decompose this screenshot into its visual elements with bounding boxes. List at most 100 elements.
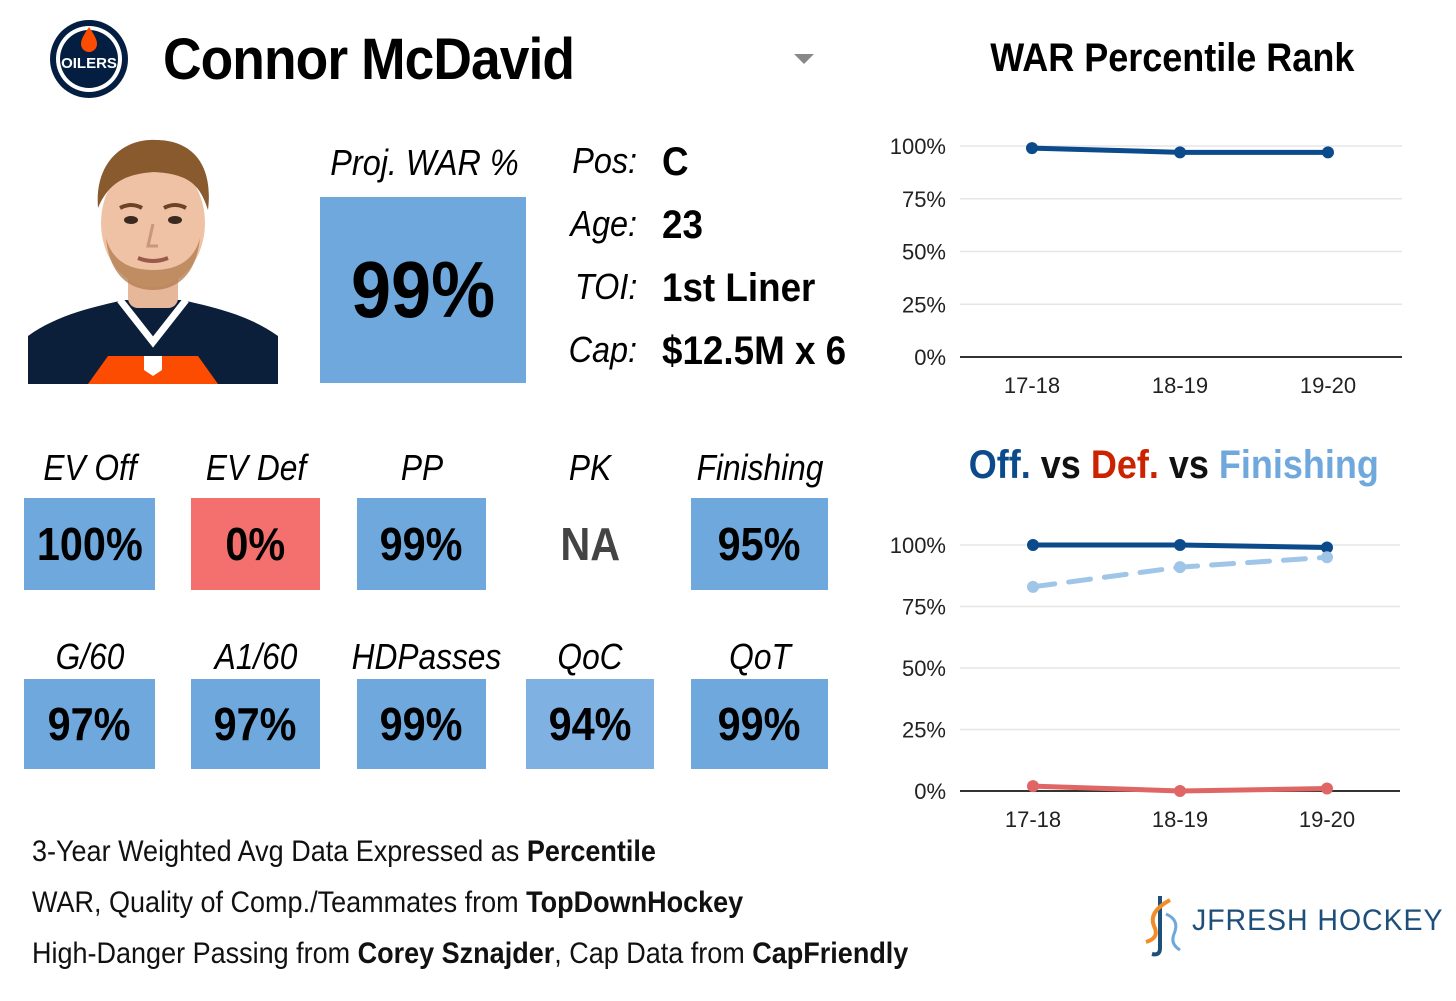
brand-text: JFRESH HOCKEY — [1192, 904, 1444, 937]
footer-line-3: High-Danger Passing from Corey Sznajder,… — [32, 937, 908, 971]
title-part-vs: vs — [1158, 443, 1219, 487]
chart-title-war: WAR Percentile Rank — [990, 36, 1355, 80]
footer-text: , Cap Data from — [554, 937, 753, 970]
data-point — [1027, 539, 1039, 551]
proj-war-box: 99% — [320, 197, 526, 383]
player-photo — [28, 128, 278, 384]
proj-war-value: 99% — [350, 245, 496, 334]
stat-box-pk: NA — [526, 498, 654, 590]
x-tick-label: 18-19 — [1152, 373, 1208, 398]
y-tick-label: 50% — [902, 240, 946, 265]
y-tick-label: 25% — [902, 718, 946, 743]
y-tick-label: 100% — [890, 533, 946, 558]
footer-text: High-Danger Passing from — [32, 937, 358, 970]
stat-box-ev-off: 100% — [24, 498, 155, 590]
footer-line-2: WAR, Quality of Comp./Teammates from Top… — [32, 886, 743, 920]
info-label: Cap: — [568, 329, 637, 370]
y-tick-label: 75% — [902, 595, 946, 620]
stat-label-g60: G/60 — [55, 636, 125, 677]
stat-box-qoc: 94% — [526, 679, 654, 769]
team-logo: OILERS — [46, 18, 132, 100]
x-tick-label: 17-18 — [1005, 807, 1061, 832]
data-point — [1322, 146, 1334, 159]
data-point — [1026, 142, 1038, 155]
footer-text: WAR, Quality of Comp./Teammates from — [32, 886, 527, 919]
stat-value: 97% — [48, 698, 131, 750]
data-point — [1174, 561, 1186, 574]
x-tick-label: 19-20 — [1299, 807, 1355, 832]
stat-label-ev-def: EV Def — [205, 447, 307, 488]
proj-war-label: Proj. WAR % — [330, 142, 519, 183]
y-tick-label: 75% — [902, 187, 946, 212]
stat-value: 100% — [36, 518, 143, 570]
stat-label-pp: PP — [400, 447, 444, 488]
info-row-position: Pos: C — [520, 140, 860, 190]
x-tick-label: 19-20 — [1300, 373, 1356, 398]
y-tick-label: 100% — [890, 134, 946, 159]
stat-value: 0% — [225, 518, 286, 570]
stat-box-finishing: 95% — [691, 498, 828, 590]
info-value: 23 — [662, 203, 703, 247]
stat-value: NA — [560, 518, 620, 570]
info-value: C — [662, 140, 689, 184]
data-point — [1027, 780, 1039, 793]
data-point — [1321, 551, 1333, 564]
stat-label-qoc: QoC — [557, 636, 623, 677]
stat-value: 97% — [214, 698, 297, 750]
stat-label-finishing: Finishing — [696, 447, 824, 488]
stat-label-pk: PK — [568, 447, 612, 488]
stat-box-ev-def: 0% — [191, 498, 320, 590]
title-part-off: Off. — [968, 443, 1031, 487]
data-point — [1027, 580, 1039, 593]
brand-mark-icon — [1145, 896, 1181, 957]
stat-box-g60: 97% — [24, 679, 155, 769]
info-value: 1st Liner — [662, 266, 816, 310]
title-part-finishing: Finishing — [1218, 443, 1379, 487]
info-row-age: Age: 23 — [520, 203, 860, 253]
stat-value: 95% — [718, 518, 801, 570]
stat-box-a160: 97% — [191, 679, 320, 769]
y-tick-label: 0% — [914, 779, 946, 804]
data-point — [1174, 146, 1186, 159]
stat-value: 99% — [380, 698, 463, 750]
player-name: Connor McDavid — [163, 27, 575, 92]
player-dropdown-icon[interactable] — [794, 54, 814, 64]
chart-title-off-def-fin: Off. vs Def. vs Finishing — [969, 443, 1379, 488]
footer-text: 3-Year Weighted Avg Data Expressed as — [32, 835, 527, 868]
y-tick-label: 50% — [902, 656, 946, 681]
stat-value: 99% — [718, 698, 801, 750]
stat-label-hdpasses: HDPasses — [351, 636, 502, 677]
info-label: Age: — [570, 203, 637, 244]
data-point — [1321, 541, 1333, 554]
data-point — [1174, 539, 1186, 551]
footer-bold: CapFriendly — [752, 937, 909, 970]
x-tick-label: 18-19 — [1152, 807, 1208, 832]
stat-value: 99% — [380, 518, 463, 570]
info-row-toi: TOI: 1st Liner — [520, 266, 860, 316]
data-point — [1321, 782, 1333, 795]
off-def-finishing-chart: 0% 25% 50% 75% 100% 17-18 18-19 19-20 — [890, 533, 1400, 832]
y-tick-label: 25% — [902, 292, 946, 317]
stat-label-ev-off: EV Off — [43, 447, 137, 488]
stat-label-a160: A1/60 — [214, 636, 298, 677]
info-row-cap: Cap: $12.5M x 6 — [520, 329, 860, 379]
stat-box-pp: 99% — [357, 498, 486, 590]
war-percentile-chart: 0% 25% 50% 75% 100% 17-18 18-19 19-20 — [890, 134, 1402, 398]
stat-label-qot: QoT — [729, 636, 791, 677]
title-part-def: Def. — [1090, 443, 1159, 487]
x-tick-label: 17-18 — [1004, 373, 1060, 398]
svg-text:OILERS: OILERS — [61, 55, 117, 72]
footer-line-1: 3-Year Weighted Avg Data Expressed as Pe… — [32, 835, 656, 869]
footer-bold: TopDownHockey — [526, 886, 744, 919]
data-point — [1174, 785, 1186, 797]
stat-box-hdpasses: 99% — [357, 679, 486, 769]
y-tick-label: 0% — [914, 345, 946, 370]
stat-box-qot: 99% — [691, 679, 828, 769]
stat-value: 94% — [548, 698, 632, 750]
title-part-vs: vs — [1030, 443, 1091, 487]
info-label: TOI: — [574, 266, 637, 307]
info-value: $12.5M x 6 — [662, 329, 847, 373]
brand-logo: JFRESH HOCKEY — [1140, 890, 1444, 960]
info-label: Pos: — [572, 140, 637, 181]
footer-bold: Corey Sznajder — [357, 937, 555, 970]
